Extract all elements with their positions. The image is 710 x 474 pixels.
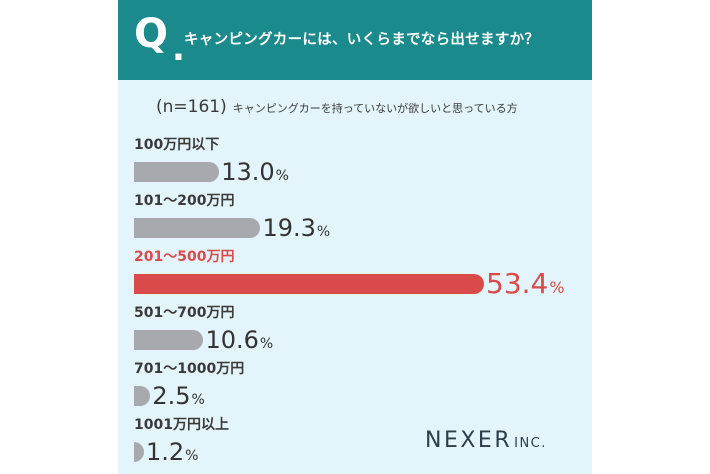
category-label: 1001万円以上: [134, 417, 229, 433]
nexer-logo: NEXER INC.: [425, 428, 547, 453]
survey-card: Q . キャンピングカーには、いくらまでなら出せますか？ (n=161) キャンピ…: [118, 0, 592, 474]
bar: [134, 330, 204, 350]
category-label: 701〜1000万円: [134, 361, 245, 377]
question-text: キャンピングカーには、いくらまでなら出せますか？: [184, 32, 540, 48]
bar: [134, 386, 151, 406]
value-label: 1.2%: [146, 440, 198, 464]
value-label: 13.0%: [221, 160, 289, 184]
value-number: 53.4: [486, 267, 549, 300]
value-unit: %: [191, 392, 205, 408]
value-unit: %: [549, 278, 565, 297]
category-label: 101〜200万円: [134, 193, 235, 209]
sample-size: (n=161): [156, 97, 227, 117]
bar: [134, 218, 261, 238]
respondent-description: キャンピングカーを持っていないが欲しいと思っている方: [232, 102, 518, 115]
bar: [134, 274, 484, 294]
sample-info: (n=161) キャンピングカーを持っていないが欲しいと思っている方: [156, 97, 518, 117]
value-unit: %: [316, 224, 331, 240]
value-label: 19.3%: [262, 216, 330, 240]
value-label: 2.5%: [152, 384, 204, 408]
value-unit: %: [275, 168, 289, 184]
category-label: 100万円以下: [134, 137, 220, 153]
value-number: 1.2: [146, 438, 185, 466]
q-mark: Q: [134, 11, 169, 57]
category-label: 501〜700万円: [134, 305, 235, 321]
category-label: 201〜500万円: [134, 249, 235, 265]
value-number: 10.6: [205, 326, 259, 354]
bar: [134, 162, 220, 182]
value-label: 10.6%: [205, 328, 273, 352]
logo-suffix-text: INC.: [514, 436, 547, 451]
value-unit: %: [259, 336, 274, 352]
question-header: Q . キャンピングカーには、いくらまでなら出せますか？: [118, 0, 592, 80]
bar: [134, 442, 144, 462]
value-unit: %: [185, 448, 199, 464]
value-number: 2.5: [152, 382, 191, 410]
logo-main-text: NEXER: [425, 428, 513, 453]
value-label: 53.4%: [486, 270, 565, 298]
value-number: 19.3: [262, 214, 316, 242]
value-number: 13.0: [221, 158, 275, 186]
